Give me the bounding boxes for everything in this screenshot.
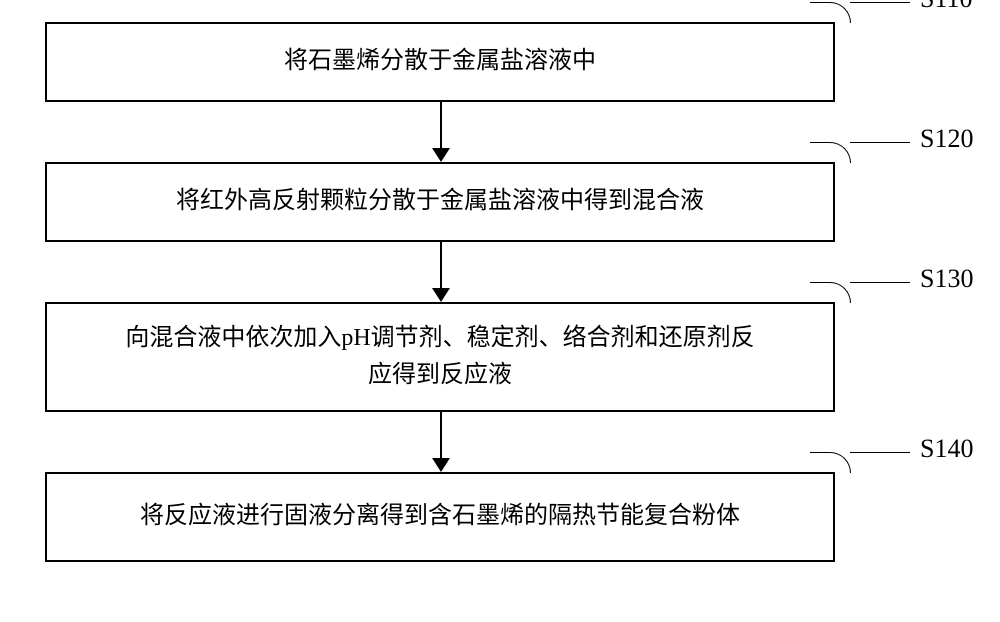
- step-label: S140: [920, 434, 973, 464]
- step-label: S130: [920, 264, 973, 294]
- step-text: 将反应液进行固液分离得到含石墨烯的隔热节能复合粉体: [140, 498, 740, 535]
- step-box-s130: 向混合液中依次加入pH调节剂、稳定剂、络合剂和还原剂反 应得到反应液: [45, 302, 835, 412]
- step-text: 将红外高反射颗粒分散于金属盐溶液中得到混合液: [176, 183, 704, 220]
- step-box-s110: 将石墨烯分散于金属盐溶液中: [45, 22, 835, 102]
- step-box-s140: 将反应液进行固液分离得到含石墨烯的隔热节能复合粉体: [45, 472, 835, 562]
- step-box-s120: 将红外高反射颗粒分散于金属盐溶液中得到混合液: [45, 162, 835, 242]
- step-label: S110: [920, 0, 973, 14]
- step-text: 向混合液中依次加入pH调节剂、稳定剂、络合剂和还原剂反 应得到反应液: [125, 320, 754, 394]
- flowchart-canvas: 将石墨烯分散于金属盐溶液中将红外高反射颗粒分散于金属盐溶液中得到混合液向混合液中…: [0, 0, 1000, 622]
- step-label: S120: [920, 124, 973, 154]
- step-text: 将石墨烯分散于金属盐溶液中: [284, 43, 596, 80]
